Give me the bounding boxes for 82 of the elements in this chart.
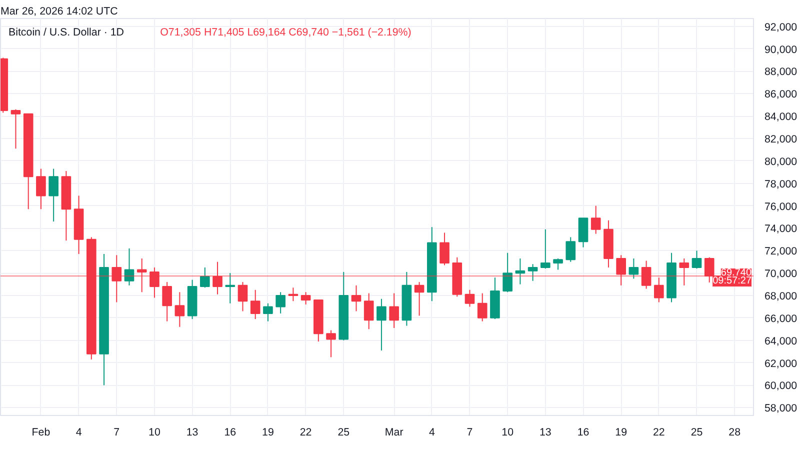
candlestick [238,282,248,312]
candlestick [364,292,374,330]
candlestick [351,284,362,312]
text: Mar 26, 2026 14:02 UTC [0,6,118,18]
text: O71,305 H71,405 L69,164 C69,740 −1,561 (−2.19%) [160,26,412,38]
x-tick-label: Feb [32,426,50,438]
candlestick [628,258,639,280]
y-tick-label: 84,000 [764,111,798,124]
candlestick [389,292,399,329]
y-tick-label: 60,000 [764,380,798,392]
y-tick-label: 78,000 [764,178,798,190]
candlestick [288,287,298,302]
candlestick [250,289,260,320]
candlestick [10,108,21,150]
candlestick [48,168,58,222]
x-tick-label: 19 [615,426,628,438]
x-tick-label: 13 [539,426,552,438]
y-tick-label: 80,000 [764,156,798,168]
x-tick-label: 25 [338,426,350,438]
x-tick-label: 4 [76,426,82,438]
candlestick [515,258,526,285]
x-tick-label: 10 [148,426,160,438]
x-tick-label: 7 [114,426,120,438]
candlestick [326,330,336,358]
y-tick-label: 90,000 [764,44,798,56]
candlestick [477,292,488,322]
candlestick [566,236,576,262]
x-tick-label: 19 [262,426,274,438]
x-tick-label: 13 [186,426,198,438]
y-tick-label: 72,000 [764,246,798,258]
x-tick-label: 25 [690,426,703,438]
x-tick-label: 10 [502,426,514,438]
x-tick-label: 16 [577,426,590,438]
y-tick-label: 64,000 [764,335,798,348]
y-tick-label: 58,000 [764,402,798,415]
candlestick [225,272,236,304]
y-tick-label: 70,000 [764,268,798,280]
y-tick-label: 74,000 [764,223,798,236]
candlestick [300,292,311,305]
ref-line-label: 69,740 09:57:27 [712,267,752,286]
y-tick-label: 68,000 [764,290,798,303]
candlestick [276,292,286,314]
x-tick-label: 4 [428,426,435,438]
x-tick-label: 7 [466,426,473,438]
candlestick [136,258,147,293]
candlestick [464,289,475,308]
y-tick-label: 88,000 [764,66,798,78]
text: Bitcoin / U.S. Dollar · 1D [8,26,124,38]
y-tick-label: 92,000 [764,21,798,34]
y-tick-label: 76,000 [764,200,798,213]
candlestick [263,302,273,322]
candlestick [654,277,664,303]
candlestick [692,250,702,270]
candlestick [616,254,626,286]
candlestick [540,228,550,270]
candlestick [414,282,424,316]
candlestick [36,168,46,210]
x-tick-label: Mar [384,426,404,438]
candlestick [440,232,450,266]
x-tick-label: 28 [728,426,741,438]
candlestick [174,292,185,328]
candlestick [212,261,222,295]
candlestick [200,266,210,288]
x-tick-label: 16 [224,426,236,438]
candlestick [162,282,172,322]
candlestick [590,205,601,234]
y-tick-label: 66,000 [764,312,798,325]
x-tick-label: 22 [652,426,665,438]
candlestick [124,248,134,286]
x-tick-label: 22 [300,426,312,438]
candlestick [112,254,122,303]
candlestick [578,218,588,248]
y-tick-label: 82,000 [764,133,798,146]
y-tick-label: 86,000 [764,88,798,101]
y-tick-label: 62,000 [764,358,798,370]
candlestick [553,258,563,270]
candlestick [528,264,538,282]
candlestick [150,266,160,298]
candlestick [641,260,652,290]
candlestick [376,298,386,351]
candlestick [679,258,690,286]
candlestick [502,252,512,293]
